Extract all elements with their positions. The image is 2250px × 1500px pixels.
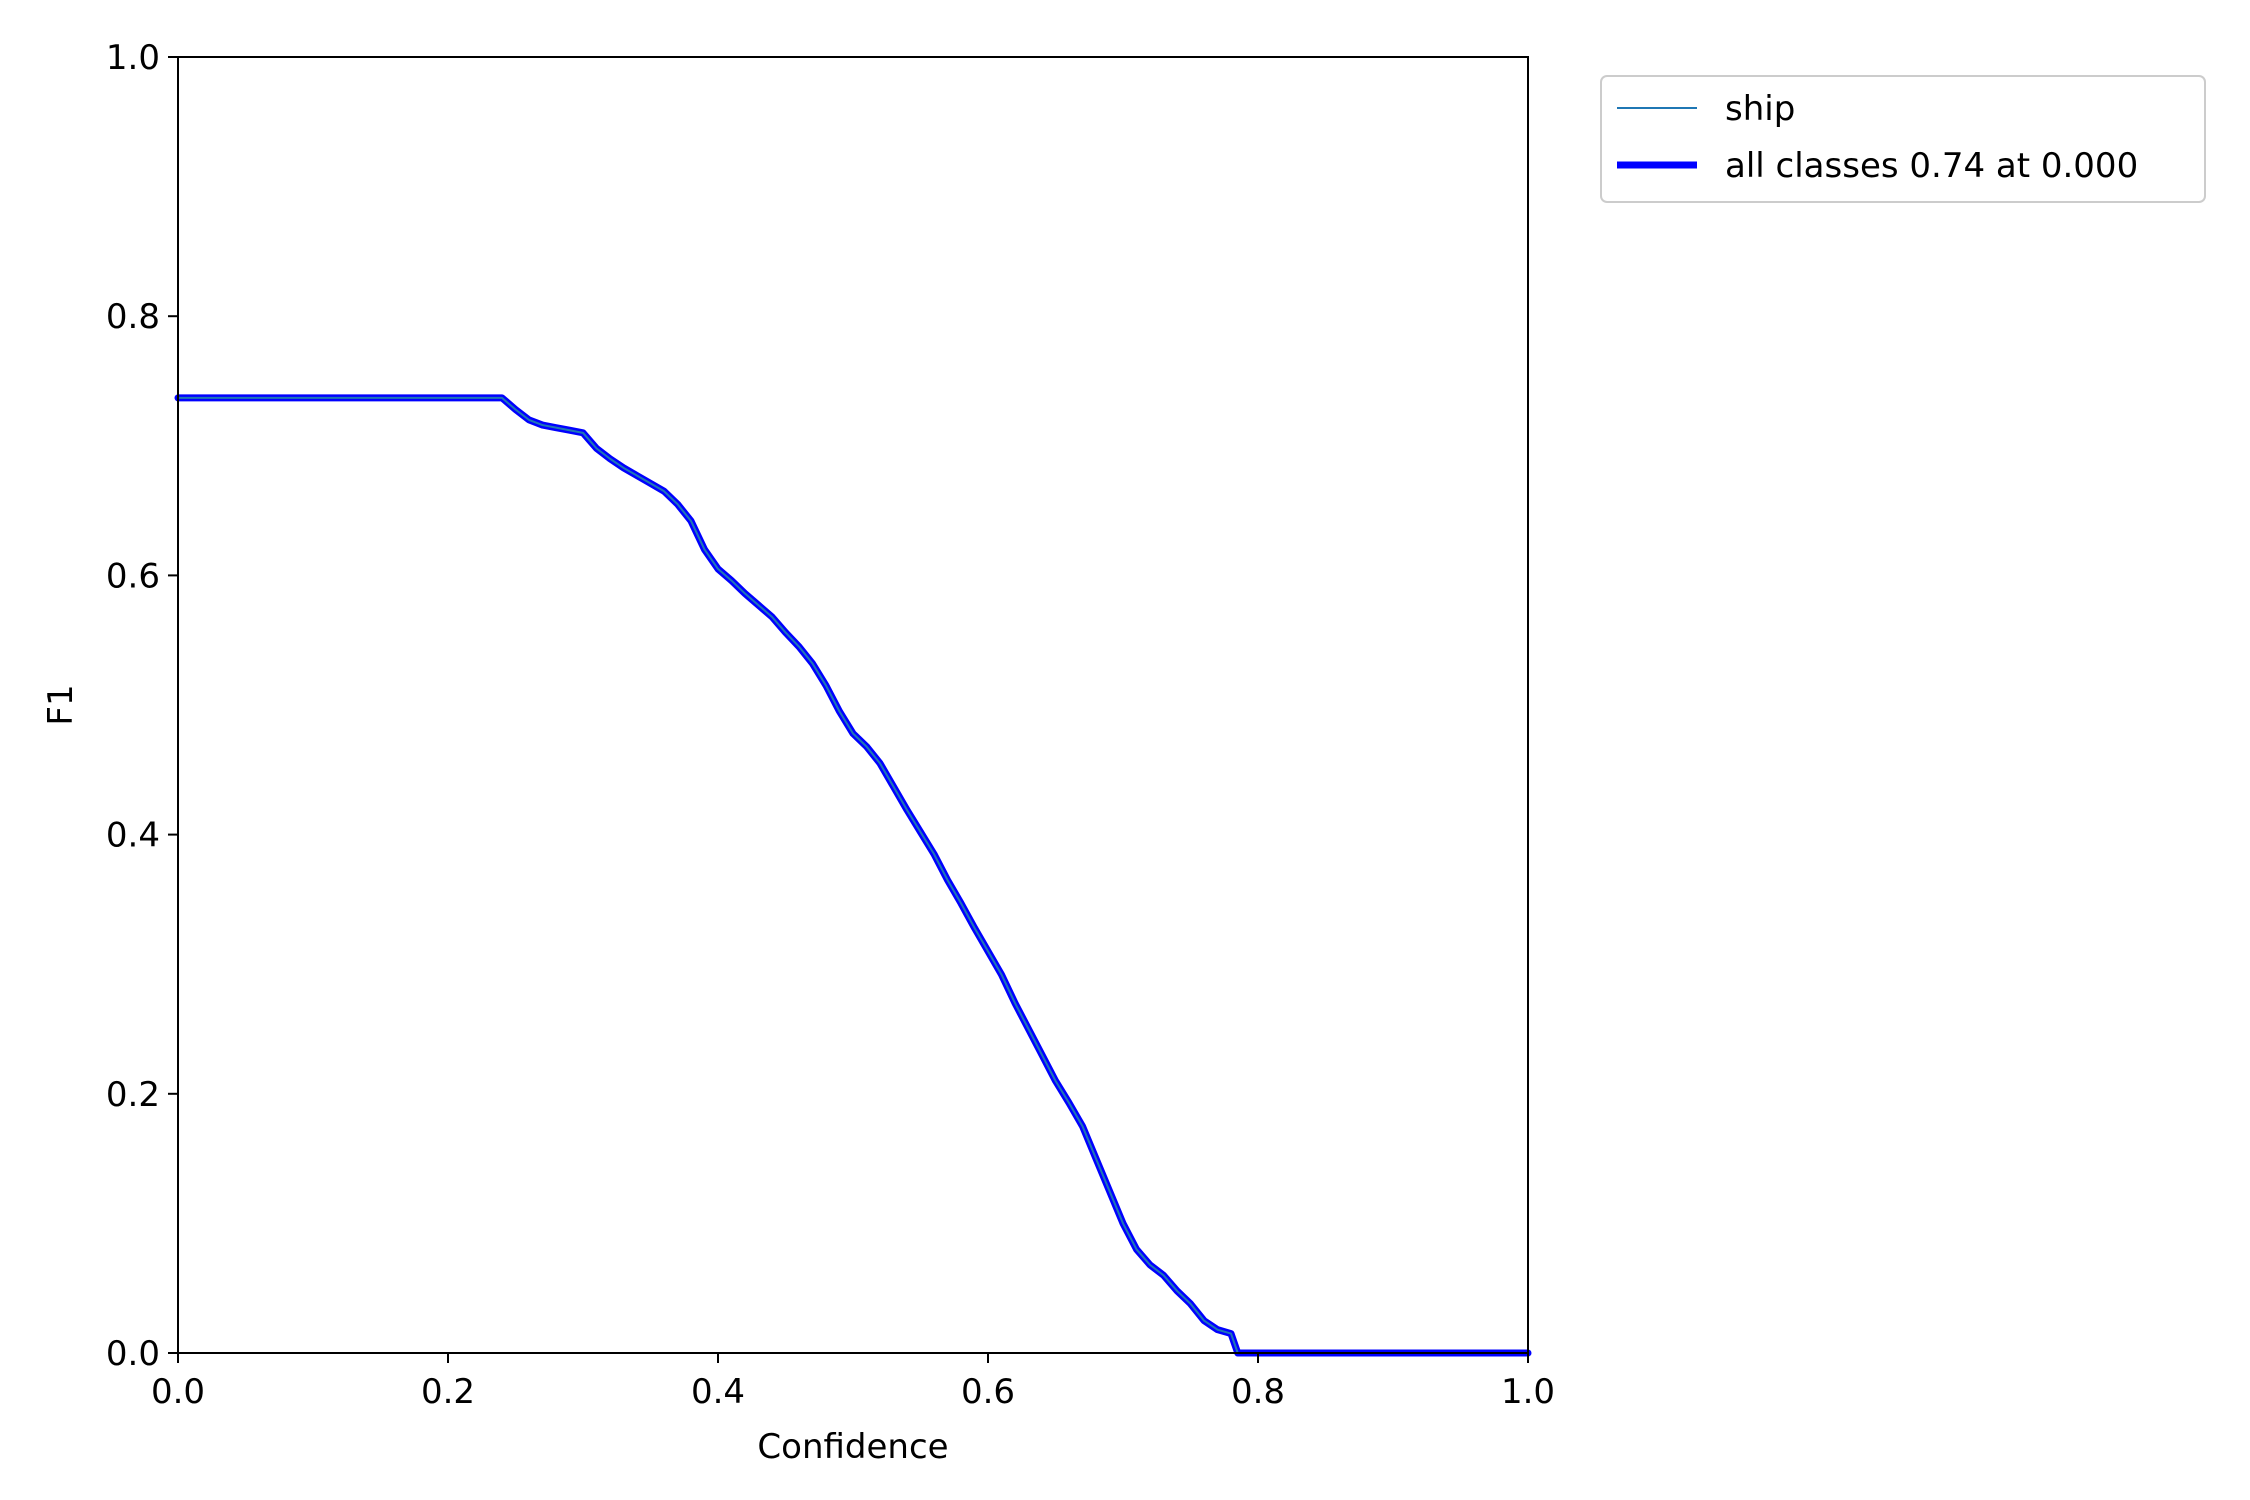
series-line-ship — [177, 396, 1529, 1354]
plot-frame — [177, 56, 1529, 1354]
legend-box — [1600, 75, 2206, 203]
series-layer — [174, 394, 1532, 1357]
y-tick-label: 0.8 — [106, 297, 160, 337]
x-axis-ticks: 0.0 0.2 0.4 0.6 0.8 1.0 — [151, 1353, 1555, 1412]
legend-label-all-classes: all classes 0.74 at 0.000 — [1725, 146, 2138, 186]
y-tick-label: 0.4 — [106, 816, 160, 856]
y-tick-label: 0.6 — [106, 556, 160, 596]
y-axis-label: F1 — [41, 684, 81, 725]
x-tick-label: 0.8 — [1231, 1372, 1285, 1412]
y-axis-ticks: 0.0 0.2 0.4 0.6 0.8 1.0 — [106, 38, 178, 1374]
x-tick-label: 1.0 — [1501, 1372, 1555, 1412]
x-tick-label: 0.4 — [691, 1372, 745, 1412]
x-axis-label: Confidence — [757, 1427, 948, 1467]
x-tick-label: 0.2 — [421, 1372, 475, 1412]
legend: ship all classes 0.74 at 0.000 — [1600, 75, 2206, 203]
x-tick-label: 0.6 — [961, 1372, 1015, 1412]
y-tick-label: 1.0 — [106, 38, 160, 78]
legend-label-ship: ship — [1725, 89, 1795, 129]
y-tick-label: 0.2 — [106, 1075, 160, 1115]
x-tick-label: 0.0 — [151, 1372, 205, 1412]
y-tick-label: 0.0 — [106, 1334, 160, 1374]
